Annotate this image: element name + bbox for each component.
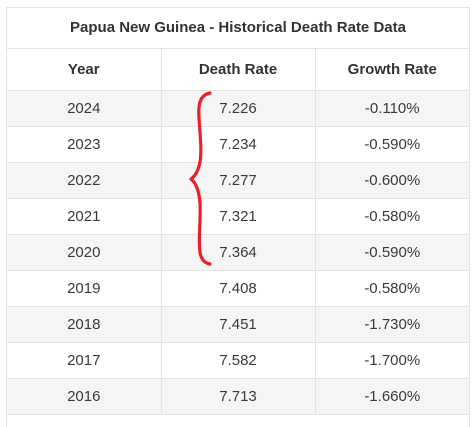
year-cell: 2022 <box>7 162 161 199</box>
growth-rate-cell: -0.590% <box>314 234 469 271</box>
death-rate-cell: 7.277 <box>160 162 315 199</box>
year-cell: 2019 <box>7 270 161 307</box>
column-header-death-rate: Death Rate <box>160 49 315 91</box>
table-row: 2018 7.451 -1.730% <box>7 306 469 343</box>
growth-rate-cell: -0.590% <box>314 126 469 163</box>
table-row: 2017 7.582 -1.700% <box>7 342 469 379</box>
year-cell: 2024 <box>7 90 161 127</box>
table-row: 2022 7.277 -0.600% <box>7 162 469 199</box>
table-title: Papua New Guinea - Historical Death Rate… <box>7 8 469 49</box>
death-rate-table: Year Death Rate Growth Rate 2024 7.226 -… <box>7 49 469 415</box>
growth-rate-cell: -0.580% <box>314 198 469 235</box>
death-rate-cell: 7.408 <box>160 270 315 307</box>
column-header-year: Year <box>7 49 161 91</box>
death-rate-cell: 7.321 <box>160 198 315 235</box>
death-rate-cell: 7.234 <box>160 126 315 163</box>
table-row: 2023 7.234 -0.590% <box>7 126 469 163</box>
table-row: 2019 7.408 -0.580% <box>7 270 469 307</box>
death-rate-cell: 7.226 <box>160 90 315 127</box>
table-row: 2020 7.364 -0.590% <box>7 234 469 271</box>
data-table-container: Papua New Guinea - Historical Death Rate… <box>6 7 470 427</box>
growth-rate-cell: -1.700% <box>314 342 469 379</box>
death-rate-cell: 7.582 <box>160 342 315 379</box>
year-cell: 2018 <box>7 306 161 343</box>
column-header-growth-rate: Growth Rate <box>314 49 469 91</box>
death-rate-cell: 7.713 <box>160 378 315 415</box>
growth-rate-cell: -1.730% <box>314 306 469 343</box>
growth-rate-cell: -0.110% <box>314 90 469 127</box>
year-cell: 2021 <box>7 198 161 235</box>
growth-rate-cell: -1.660% <box>314 378 469 415</box>
year-cell: 2020 <box>7 234 161 271</box>
header-row: Year Death Rate Growth Rate <box>7 49 469 91</box>
year-cell: 2017 <box>7 342 161 379</box>
table-row: 2024 7.226 -0.110% <box>7 90 469 127</box>
growth-rate-cell: -0.580% <box>314 270 469 307</box>
death-rate-cell: 7.451 <box>160 306 315 343</box>
growth-rate-cell: -0.600% <box>314 162 469 199</box>
table-row: 2021 7.321 -0.580% <box>7 198 469 235</box>
year-cell: 2016 <box>7 378 161 415</box>
table-row: 2016 7.713 -1.660% <box>7 378 469 415</box>
year-cell: 2023 <box>7 126 161 163</box>
death-rate-cell: 7.364 <box>160 234 315 271</box>
